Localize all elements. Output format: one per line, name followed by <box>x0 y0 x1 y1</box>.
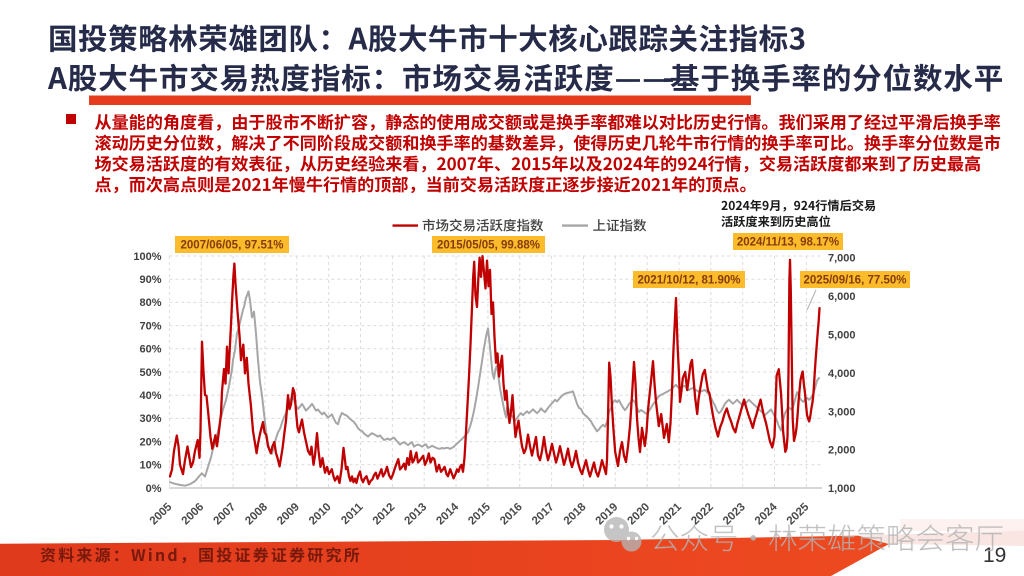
svg-text:4,000: 4,000 <box>828 368 856 380</box>
svg-text:10%: 10% <box>139 460 161 472</box>
svg-text:20%: 20% <box>139 436 161 448</box>
svg-text:7,000: 7,000 <box>828 253 856 265</box>
svg-text:2025/09/16, 77.50%: 2025/09/16, 77.50% <box>804 275 907 287</box>
svg-text:90%: 90% <box>139 274 161 286</box>
svg-text:70%: 70% <box>139 320 161 332</box>
svg-text:50%: 50% <box>139 367 161 379</box>
svg-text:2024/11/13, 98.17%: 2024/11/13, 98.17% <box>737 237 839 249</box>
svg-text:1,000: 1,000 <box>828 483 856 495</box>
svg-text:6,000: 6,000 <box>828 291 856 303</box>
svg-text:60%: 60% <box>139 344 161 356</box>
svg-text:3,000: 3,000 <box>828 406 856 418</box>
svg-text:30%: 30% <box>139 413 161 425</box>
svg-text:100%: 100% <box>133 251 161 263</box>
svg-text:2021/10/12, 81.90%: 2021/10/12, 81.90% <box>638 275 741 287</box>
svg-text:80%: 80% <box>139 297 161 309</box>
svg-text:2015/05/05, 99.88%: 2015/05/05, 99.88% <box>437 240 540 252</box>
svg-text:0%: 0% <box>146 483 162 495</box>
svg-text:19: 19 <box>983 544 1006 567</box>
svg-text:2,000: 2,000 <box>828 445 856 457</box>
svg-text:2007/06/05, 97.51%: 2007/06/05, 97.51% <box>181 240 284 252</box>
svg-text:40%: 40% <box>139 390 161 402</box>
svg-text:5,000: 5,000 <box>828 330 856 342</box>
